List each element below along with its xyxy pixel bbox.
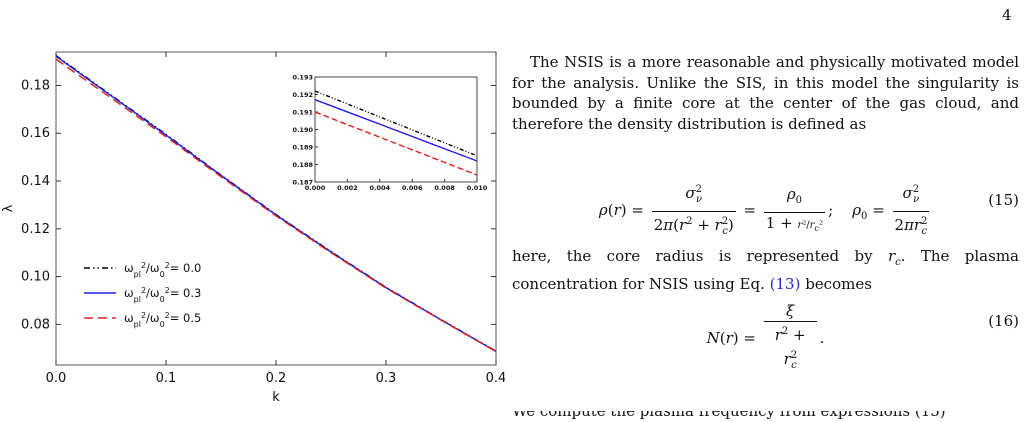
y-tick-label-4: 0.16 bbox=[21, 126, 50, 141]
x-tick-label-0: 0.0 bbox=[46, 371, 67, 386]
y-tick-label-5: 0.18 bbox=[21, 78, 50, 93]
inset-y-tick-label-1: 0.188 bbox=[292, 161, 313, 169]
x-tick-label-4: 0.4 bbox=[486, 371, 505, 386]
paragraph-core-radius: here, the core radius is represented by … bbox=[512, 247, 1019, 293]
para2-part-c: becomes bbox=[800, 274, 872, 293]
series-line-2 bbox=[55, 58, 497, 353]
equation-15: ρ(r) = σ2ν 2π(r2 + r2c) = ρ0 1 + r²/rc²; ρ… bbox=[512, 180, 1019, 237]
inset-y-tick-label-4: 0.191 bbox=[292, 109, 313, 117]
inset-y-tick-label-0: 0.187 bbox=[292, 179, 313, 187]
equation-16-number: (16) bbox=[988, 311, 1019, 330]
x-tick-label-2: 0.2 bbox=[266, 371, 287, 386]
figure: 0.0 0.1 0.2 0.3 0.4 0.08 0.10 0.12 0.14 0.16 0.18 k… bbox=[0, 40, 505, 420]
clipped-line-text: We compute the plasma frequency from exp… bbox=[512, 411, 946, 420]
paragraph-nsis: The NSIS is a more reasonable and physic… bbox=[512, 53, 1019, 133]
para2-part-a: here, the core radius is represented by bbox=[512, 247, 888, 266]
para2-part-b: . The plasma concentration for NSIS usin… bbox=[512, 247, 1019, 293]
inset-x-tick-label-5: 0.010 bbox=[467, 184, 488, 192]
y-tick-label-0: 0.08 bbox=[21, 317, 50, 332]
legend-label-2: ωpl2/ω02= 0.5 bbox=[124, 311, 201, 329]
x-axis-label: k bbox=[272, 390, 280, 405]
inset-series-line-1 bbox=[314, 99, 478, 162]
inset-series-line-0 bbox=[314, 90, 478, 157]
text-column: The NSIS is a more reasonable and physic… bbox=[512, 52, 1019, 371]
eq-13-link[interactable]: (13) bbox=[769, 274, 801, 293]
y-tick-label-3: 0.14 bbox=[21, 174, 50, 189]
clipped-text-line: We compute the plasma frequency from exp… bbox=[512, 411, 1019, 422]
inset-series-line-2 bbox=[314, 111, 478, 176]
inset-x-tick-label-2: 0.004 bbox=[370, 184, 391, 192]
y-tick-label-2: 0.12 bbox=[21, 222, 50, 237]
inset-x-tick-label-4: 0.008 bbox=[434, 184, 455, 192]
inset-x-tick-label-1: 0.002 bbox=[337, 184, 358, 192]
page-number: 4 bbox=[1002, 6, 1012, 24]
x-tick-label-1: 0.1 bbox=[156, 371, 177, 386]
equation-16: N(r) = ξ r2 + r2c. (16) bbox=[706, 301, 1019, 371]
equation-15-number: (15) bbox=[988, 191, 1019, 210]
lambda-vs-k-chart: 0.0 0.1 0.2 0.3 0.4 0.08 0.10 0.12 0.14 0.16 0.18 k… bbox=[1, 51, 505, 405]
x-tick-label-3: 0.3 bbox=[376, 371, 397, 386]
inset-x-tick-label-0: 0.000 bbox=[305, 184, 326, 192]
y-axis-label: λ bbox=[1, 204, 16, 212]
inset-x-tick-label-3: 0.006 bbox=[402, 184, 423, 192]
inset-y-tick-label-6: 0.193 bbox=[292, 74, 313, 82]
y-tick-label-1: 0.10 bbox=[21, 270, 50, 285]
inset-y-tick-label-2: 0.189 bbox=[292, 144, 313, 152]
series-line-1 bbox=[55, 55, 497, 353]
legend-label-0: ωpl2/ω02= 0.0 bbox=[124, 261, 201, 279]
inset-y-tick-label-5: 0.192 bbox=[292, 91, 313, 99]
legend-label-1: ωpl2/ω02= 0.3 bbox=[124, 286, 201, 304]
inset-y-tick-label-3: 0.190 bbox=[292, 126, 313, 134]
